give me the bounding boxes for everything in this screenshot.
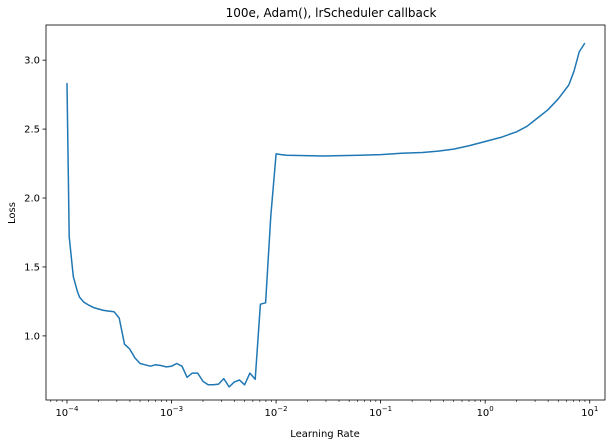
x-tick-label: 100 [477,405,494,419]
x-tick-base: 10 [477,408,490,419]
plot-area [66,42,586,388]
x-tick-base: 10 [55,408,68,419]
x-tick-label: 101 [581,405,598,419]
x-tick-base: 10 [160,408,173,419]
x-tick-exponent: −1 [382,405,392,413]
x-tick-exponent: −2 [277,405,287,413]
x-tick-base: 10 [265,408,278,419]
y-axis: 1.0 1.5 2.0 2.5 3.0 [24,56,46,342]
x-tick-label: 10−2 [265,405,288,419]
x-axis-label: Learning Rate [290,429,360,440]
x-tick-base: 10 [369,408,382,419]
x-axis: 10−4 10−3 10−2 10−1 100 101 [50,400,598,419]
y-tick-label: 2.5 [24,125,40,136]
y-tick-label: 2.0 [24,194,40,205]
axes-frame [45,24,606,401]
y-tick-label: 3.0 [24,56,40,67]
chart-title: 100e, Adam(), lrScheduler callback [226,6,437,20]
y-tick-label: 1.0 [24,331,40,342]
x-tick-label: 10−4 [55,405,79,419]
x-tick-exponent: 1 [594,405,598,413]
x-tick-label: 10−1 [369,405,392,419]
y-axis-label: Loss [7,202,18,224]
x-tick-base: 10 [581,408,594,419]
y-tick-label: 1.5 [24,262,40,273]
series-line [66,42,586,388]
x-tick-exponent: −3 [173,405,183,413]
x-tick-exponent: 0 [489,405,493,413]
x-tick-label: 10−3 [160,405,183,419]
x-tick-exponent: −4 [68,405,79,413]
